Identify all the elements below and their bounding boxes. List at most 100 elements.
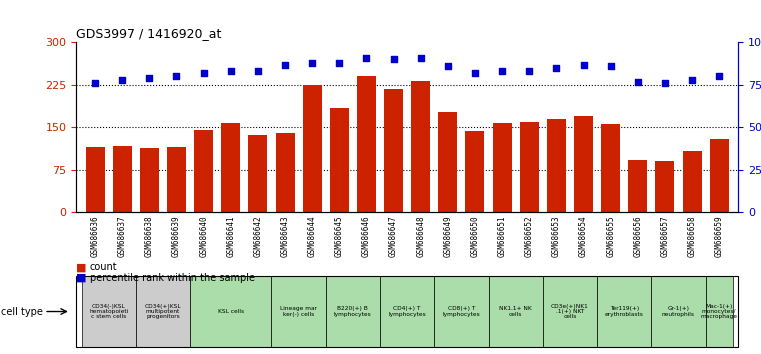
Text: GSM686647: GSM686647 (389, 216, 398, 257)
Bar (574, 116, 593, 212)
Bar (683, 151, 702, 212)
Text: GSM686652: GSM686652 (525, 216, 533, 257)
Text: GSM686653: GSM686653 (552, 216, 561, 257)
Bar (435, 276, 489, 347)
Point (659, 80, 671, 86)
Point (604, 63, 616, 69)
Text: GSM686636: GSM686636 (91, 216, 100, 257)
Bar (705, 276, 733, 347)
Bar (547, 119, 566, 212)
Bar (140, 148, 159, 212)
Point (170, 74, 183, 79)
Text: CD34(+)KSL
multipotent
progenitors: CD34(+)KSL multipotent progenitors (145, 304, 181, 319)
Bar (330, 108, 349, 212)
Text: CD8(+) T
lymphocytes: CD8(+) T lymphocytes (443, 306, 480, 317)
Text: GSM686639: GSM686639 (172, 216, 181, 257)
Text: cell type: cell type (1, 307, 43, 316)
Point (415, 55, 427, 61)
Point (523, 69, 535, 74)
Bar (275, 133, 295, 212)
Bar (194, 130, 213, 212)
Point (578, 62, 590, 67)
Point (198, 70, 210, 76)
Point (496, 69, 508, 74)
Text: ■: ■ (76, 262, 87, 272)
Point (387, 57, 400, 62)
Text: GSM686640: GSM686640 (199, 216, 208, 257)
Bar (438, 112, 457, 212)
Text: GSM686646: GSM686646 (362, 216, 371, 257)
Bar (303, 85, 322, 212)
Text: GSM686649: GSM686649 (444, 216, 452, 257)
Bar (272, 276, 326, 347)
Text: GSM686651: GSM686651 (498, 216, 507, 257)
Text: GDS3997 / 1416920_at: GDS3997 / 1416920_at (76, 27, 221, 40)
Point (224, 69, 237, 74)
Point (441, 63, 454, 69)
Bar (113, 146, 132, 212)
Text: CD3e(+)NK1
.1(+) NKT
cells: CD3e(+)NK1 .1(+) NKT cells (551, 304, 589, 319)
Text: GSM686637: GSM686637 (118, 216, 127, 257)
Bar (357, 76, 376, 212)
Text: B220(+) B
lymphocytes: B220(+) B lymphocytes (334, 306, 371, 317)
Point (469, 70, 481, 76)
Point (143, 75, 155, 81)
Point (632, 79, 644, 84)
Bar (384, 89, 403, 212)
Bar (629, 160, 648, 212)
Text: GSM686659: GSM686659 (715, 216, 724, 257)
Text: GSM686642: GSM686642 (253, 216, 263, 257)
Bar (651, 276, 705, 347)
Bar (411, 81, 430, 212)
Text: GSM686641: GSM686641 (226, 216, 235, 257)
Point (333, 60, 345, 66)
Bar (597, 276, 651, 347)
Text: Ter119(+)
erythroblasts: Ter119(+) erythroblasts (605, 306, 644, 317)
Text: KSL cells: KSL cells (218, 309, 244, 314)
Bar (221, 124, 240, 212)
Text: GSM686654: GSM686654 (579, 216, 588, 257)
Bar (167, 147, 186, 212)
Point (116, 77, 129, 83)
Text: GSM686648: GSM686648 (416, 216, 425, 257)
Point (252, 69, 264, 74)
Bar (248, 135, 267, 212)
Text: GSM686638: GSM686638 (145, 216, 154, 257)
Text: CD34(-)KSL
hematopoieti
c stem cells: CD34(-)KSL hematopoieti c stem cells (89, 304, 129, 319)
Text: GSM686656: GSM686656 (633, 216, 642, 257)
Bar (710, 139, 729, 212)
Text: GSM686645: GSM686645 (335, 216, 344, 257)
Text: Mac-1(+)
monocytes/
macrophage: Mac-1(+) monocytes/ macrophage (701, 304, 737, 319)
Text: CD4(+) T
lymphocytes: CD4(+) T lymphocytes (388, 306, 426, 317)
Bar (81, 276, 135, 347)
Bar (655, 161, 674, 212)
Bar (489, 276, 543, 347)
Point (89, 80, 101, 86)
Text: Lineage mar
ker(-) cells: Lineage mar ker(-) cells (280, 306, 317, 317)
Text: GSM686650: GSM686650 (470, 216, 479, 257)
Bar (492, 124, 511, 212)
Point (361, 55, 373, 61)
Text: GSM686657: GSM686657 (661, 216, 670, 257)
Bar (326, 276, 380, 347)
Text: GSM686655: GSM686655 (607, 216, 615, 257)
Point (306, 60, 318, 66)
Bar (85, 147, 104, 212)
Text: NK1.1+ NK
cells: NK1.1+ NK cells (499, 306, 532, 317)
Text: count: count (90, 262, 117, 272)
Point (713, 74, 725, 79)
Text: GSM686658: GSM686658 (687, 216, 696, 257)
Bar (601, 124, 620, 212)
Bar (543, 276, 597, 347)
Point (550, 65, 562, 71)
Bar (135, 276, 190, 347)
Point (279, 62, 291, 67)
Bar (190, 276, 272, 347)
Text: Gr-1(+)
neutrophils: Gr-1(+) neutrophils (662, 306, 695, 317)
Text: ■: ■ (76, 273, 87, 283)
Text: GSM686643: GSM686643 (281, 216, 289, 257)
Text: percentile rank within the sample: percentile rank within the sample (90, 273, 255, 283)
Point (686, 77, 698, 83)
Bar (380, 276, 435, 347)
Bar (520, 122, 539, 212)
